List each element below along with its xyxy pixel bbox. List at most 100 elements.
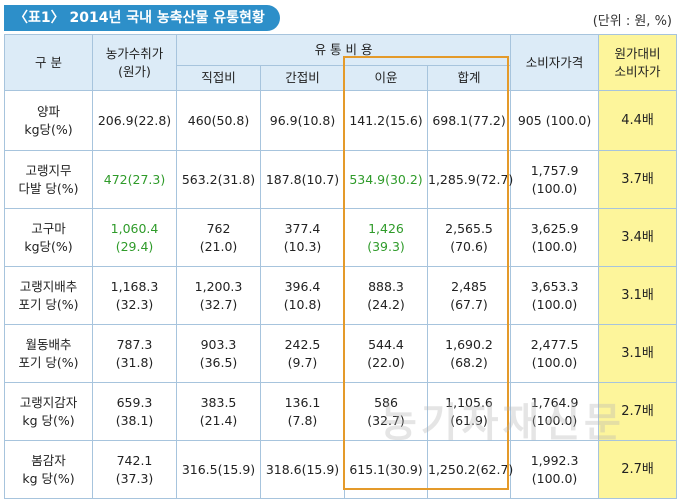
cell-direct: 563.2(31.8) (176, 150, 261, 209)
cell-consumer-line2: (100.0) (531, 180, 578, 196)
cell-total: 1,105.6 (61.9) (426, 382, 512, 441)
cell-consumer-line1: 905 (100.0) (517, 112, 592, 128)
cell-direct-line2: (21.4) (199, 412, 238, 428)
cell-profit-line1: 141.2(15.6) (349, 112, 423, 128)
cell-ratio: 4.4배 (598, 90, 678, 151)
cell-indirect-line1: 396.4 (284, 278, 321, 294)
cell-consumer-line2: (100.0) (531, 296, 578, 312)
cell-name-line1: 양파 (36, 103, 60, 119)
cell-farm: 206.9(22.8) (92, 90, 177, 151)
cell-farm-line1: 472(27.3) (103, 171, 166, 187)
cell-direct: 460(50.8) (176, 90, 261, 151)
cell-name-line2: kg 당(%) (22, 412, 75, 428)
cell-consumer-line2: (100.0) (531, 470, 578, 486)
cell-profit-line1: 615.1(30.9) (349, 461, 423, 477)
cell-total: 698.1(77.2) (426, 90, 512, 151)
cell-direct: 316.5(15.9) (176, 440, 261, 499)
table-title: 〈표1〉 2014년 국내 농축산물 유통현황 (4, 5, 280, 31)
cell-direct: 1,200.3 (32.7) (176, 266, 261, 325)
cell-direct: 762 (21.0) (176, 208, 261, 267)
cell-direct-line1: 316.5(15.9) (181, 461, 256, 477)
cell-farm-line1: 659.3 (116, 394, 153, 410)
cell-direct-line1: 762 (206, 220, 231, 236)
cell-indirect: 187.8(10.7) (260, 150, 345, 209)
cell-consumer: 1,757.9 (100.0) (510, 150, 600, 209)
cell-direct-line2: (32.7) (199, 296, 238, 312)
cell-indirect-line2: (9.7) (287, 354, 318, 370)
cell-indirect-line2: (10.8) (283, 296, 322, 312)
cell-profit: 888.3 (24.2) (344, 266, 428, 325)
table-row: 고랭지감자 kg 당(%) 659.3 (38.1) 383.5 (21.4) 136.1 (… (4, 382, 678, 441)
cell-indirect: 396.4 (10.8) (260, 266, 345, 325)
cell-indirect: 377.4 (10.3) (260, 208, 345, 267)
cell-profit-line1: 586 (374, 394, 398, 410)
cell-farm-line1: 742.1 (116, 452, 153, 468)
unit-label: (단위 : 원, %) (592, 14, 672, 29)
cell-total-line1: 1,285.9(72.7) (428, 171, 514, 187)
distribution-table: 구 분 농가수취가 (원가) 유 통 비 용 소비자가격 원가대비 소비자가 직… (4, 34, 678, 499)
cell-ratio: 3.1배 (598, 266, 678, 325)
cell-ratio: 3.1배 (598, 324, 678, 383)
cell-name-line1: 월동배추 (25, 336, 72, 352)
cell-direct: 903.3 (36.5) (176, 324, 261, 383)
cell-farm: 659.3 (38.1) (92, 382, 177, 441)
cell-name: 고랭지배추 포기 당(%) (4, 266, 93, 325)
cell-farm-line1: 787.3 (116, 336, 153, 352)
cell-farm-line2: (31.8) (115, 354, 154, 370)
cell-direct-line2: (36.5) (199, 354, 238, 370)
cell-total: 2,565.5 (70.6) (426, 208, 512, 267)
cell-consumer-line1: 1,992.3 (530, 452, 579, 468)
header-direct: 직접비 (176, 65, 261, 91)
cell-total-line1: 698.1(77.2) (432, 112, 506, 128)
cell-name-line1: 봄감자 (31, 452, 66, 468)
cell-indirect-line2: (7.8) (287, 412, 318, 428)
cell-total: 1,690.2 (68.2) (426, 324, 512, 383)
cell-consumer-line1: 1,764.9 (530, 394, 579, 410)
cell-profit: 534.9(30.2) (344, 150, 428, 209)
cell-farm-line2: (32.3) (115, 296, 154, 312)
cell-farm: 472(27.3) (92, 150, 177, 209)
cell-indirect: 96.9(10.8) (260, 90, 345, 151)
cell-name-line1: 고랭지감자 (19, 394, 78, 410)
cell-indirect: 242.5 (9.7) (260, 324, 345, 383)
cell-direct-line1: 563.2(31.8) (181, 171, 256, 187)
cell-name: 고구마 kg당(%) (4, 208, 93, 267)
header-indirect: 간접비 (260, 65, 345, 91)
cell-name-line2: 포기 당(%) (18, 354, 79, 370)
cell-indirect: 136.1 (7.8) (260, 382, 345, 441)
cell-indirect-line1: 187.8(10.7) (265, 171, 340, 187)
cell-indirect-line1: 242.5 (284, 336, 321, 352)
cell-name-line1: 고구마 (31, 220, 66, 236)
header-ratio-line1: 원가대비 (614, 45, 661, 61)
cell-total: 2,485 (67.7) (426, 266, 512, 325)
cell-ratio: 3.7배 (598, 150, 678, 209)
header-ratio: 원가대비 소비자가 (598, 34, 678, 91)
cell-name: 양파 kg당(%) (4, 90, 93, 151)
cell-total-line1: 1,690.2 (445, 336, 493, 352)
cell-total-line2: (70.6) (450, 238, 488, 254)
cell-farm-line1: 1,168.3 (110, 278, 159, 294)
cell-indirect-line1: 318.6(15.9) (265, 461, 340, 477)
cell-name-line2: 포기 당(%) (18, 296, 79, 312)
header-ratio-line2: 소비자가 (614, 63, 661, 79)
header-consumer-price: 소비자가격 (510, 34, 600, 91)
cell-indirect-line1: 96.9(10.8) (269, 112, 336, 128)
cell-name-line2: kg 당(%) (22, 470, 75, 486)
cell-profit-line2: (24.2) (367, 296, 405, 312)
cell-ratio: 2.7배 (598, 440, 678, 499)
cell-profit: 544.4 (22.0) (344, 324, 428, 383)
cell-farm-line2: (37.3) (115, 470, 154, 486)
cell-profit-line2: (39.3) (367, 238, 405, 254)
cell-consumer-line1: 3,653.3 (530, 278, 579, 294)
cell-farm: 742.1 (37.3) (92, 440, 177, 499)
cell-direct-line1: 383.5 (200, 394, 237, 410)
cell-profit-line1: 544.4 (368, 336, 404, 352)
cell-farm-line1: 206.9(22.8) (97, 112, 172, 128)
cell-farm: 787.3 (31.8) (92, 324, 177, 383)
cell-consumer: 3,625.9 (100.0) (510, 208, 600, 267)
cell-profit: 1,426 (39.3) (344, 208, 428, 267)
cell-farm-line2: (29.4) (115, 238, 154, 254)
cell-name-line2: kg당(%) (24, 238, 73, 254)
cell-farm: 1,060.4 (29.4) (92, 208, 177, 267)
